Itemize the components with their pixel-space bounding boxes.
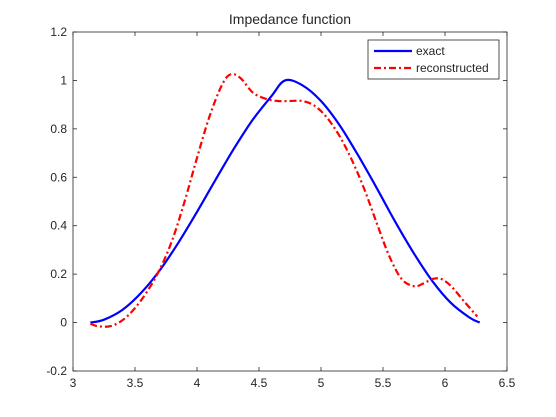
series-line-reconstructed (89, 72, 479, 328)
x-tick-label: 3 (70, 376, 77, 390)
x-tick-label: 3.5 (127, 376, 144, 390)
x-tick-label: 5 (318, 376, 325, 390)
legend-box (367, 39, 500, 80)
legend-label-reconstructed: reconstructed (416, 61, 489, 75)
legend-label-exact: exact (416, 44, 445, 58)
y-tick-label: 0.2 (50, 267, 67, 281)
x-tick-label: 4 (194, 376, 201, 390)
y-tick-label: 0 (60, 316, 67, 330)
data-series (89, 72, 481, 328)
x-tick-label: 5.5 (375, 376, 392, 390)
x-tick-label: 4.5 (251, 376, 268, 390)
y-tick-label: 0.8 (50, 122, 67, 136)
y-tick-label: 0.4 (50, 219, 67, 233)
legend: exact reconstructed (367, 39, 500, 80)
y-tick-label: 1.2 (50, 25, 67, 39)
y-tick-label: 0.6 (50, 170, 67, 184)
x-tick-label: 6 (442, 376, 449, 390)
axis-ticks: 3 3.5 4 4.5 5 5.5 6 6.5 -0.2 0 0.2 0.4 0.6 0.8 1 1.2 (46, 25, 515, 390)
axes-box (72, 31, 508, 372)
x-tick-label: 6.5 (499, 376, 516, 390)
y-tick-label: 1 (60, 73, 67, 87)
plot-area (73, 32, 507, 371)
y-tick-label: -0.2 (46, 364, 67, 378)
chart-title: Impedance function (229, 11, 351, 27)
series-line-exact (90, 78, 481, 324)
